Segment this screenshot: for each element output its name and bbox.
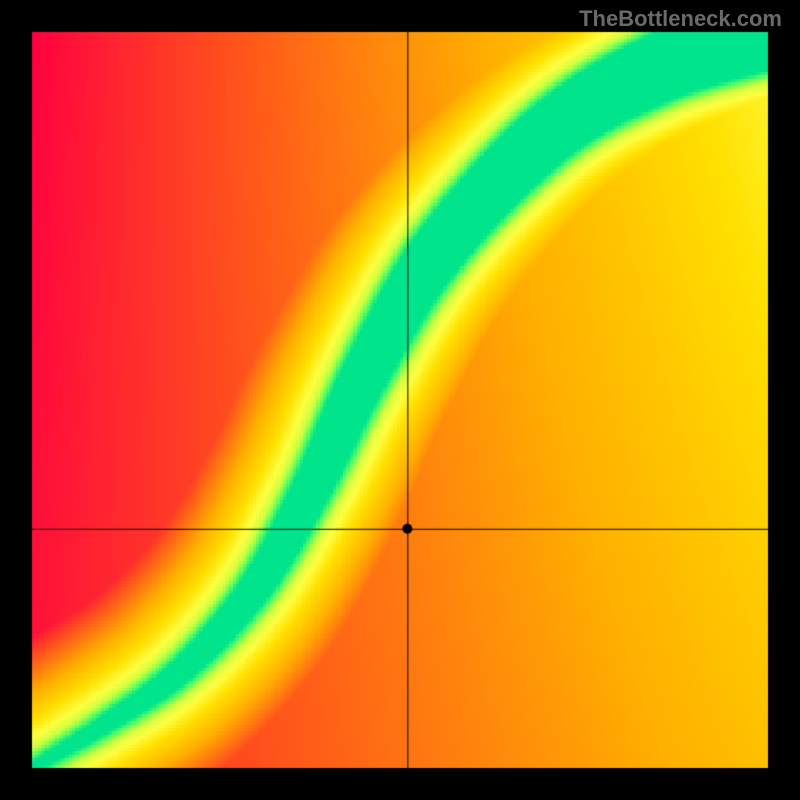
bottleneck-heatmap-canvas	[0, 0, 800, 800]
watermark-label: TheBottleneck.com	[579, 6, 782, 32]
chart-container: TheBottleneck.com	[0, 0, 800, 800]
